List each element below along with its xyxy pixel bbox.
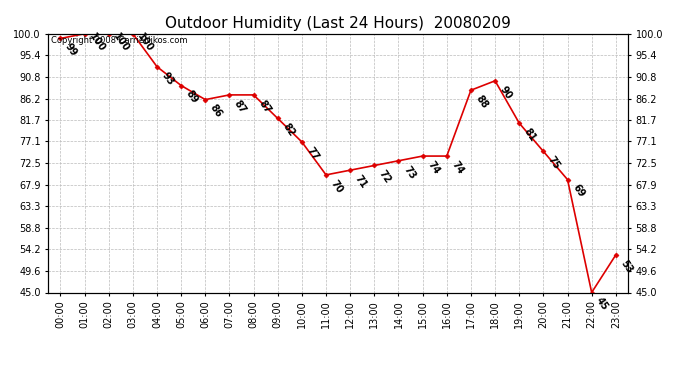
Text: 73: 73: [402, 164, 417, 181]
Text: 100: 100: [112, 32, 131, 54]
Text: 93: 93: [160, 70, 176, 87]
Text: 87: 87: [257, 98, 273, 115]
Text: 74: 74: [426, 159, 442, 176]
Text: 90: 90: [498, 84, 514, 101]
Text: 75: 75: [546, 154, 562, 171]
Text: 100: 100: [136, 32, 155, 54]
Text: 45: 45: [595, 296, 611, 312]
Text: 81: 81: [522, 126, 538, 143]
Text: 88: 88: [474, 93, 490, 110]
Text: 86: 86: [208, 103, 224, 120]
Text: 89: 89: [184, 88, 200, 105]
Text: 99: 99: [63, 42, 79, 58]
Text: 71: 71: [353, 174, 369, 190]
Text: 69: 69: [571, 183, 586, 200]
Text: 70: 70: [329, 178, 345, 195]
Title: Outdoor Humidity (Last 24 Hours)  20080209: Outdoor Humidity (Last 24 Hours) 2008020…: [165, 16, 511, 31]
Text: 100: 100: [88, 32, 107, 54]
Text: 53: 53: [619, 258, 635, 275]
Text: Copyright 2008 CarrieNikos.com: Copyright 2008 CarrieNikos.com: [51, 36, 188, 45]
Text: 82: 82: [281, 122, 297, 138]
Text: 77: 77: [305, 145, 321, 162]
Text: 72: 72: [377, 169, 393, 186]
Text: 87: 87: [233, 98, 248, 115]
Text: 74: 74: [450, 159, 466, 176]
